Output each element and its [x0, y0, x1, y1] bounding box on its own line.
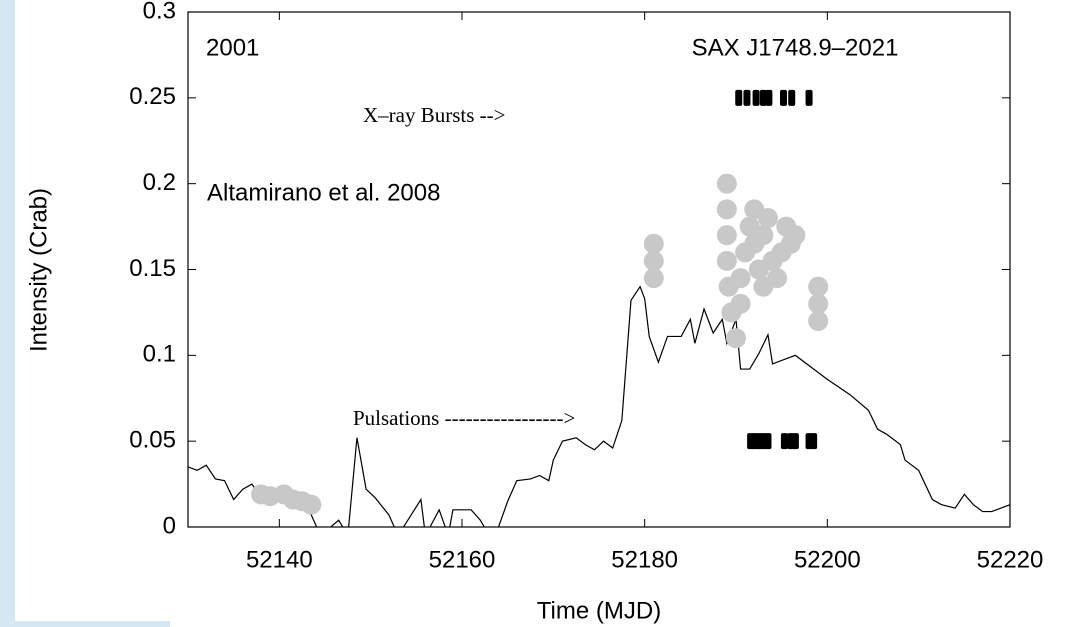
- point: [643, 250, 664, 271]
- event-marker: [791, 433, 799, 450]
- plot-frame: [187, 11, 1011, 528]
- point: [301, 494, 322, 515]
- event-marker: [759, 89, 767, 106]
- x-tick-label: 52160: [429, 546, 496, 573]
- annotation: Altamirano et al. 2008: [207, 179, 440, 206]
- x-tick-label: 52220: [977, 546, 1044, 573]
- y-tick-label: 0.15: [129, 255, 176, 282]
- x-axis-label: Time (MJD): [537, 597, 661, 624]
- point: [726, 328, 746, 349]
- event-marker: [735, 89, 743, 106]
- point: [767, 268, 788, 289]
- y-tick-label: 0.05: [129, 427, 176, 454]
- point: [716, 225, 737, 246]
- chart-title: SAX J1748.9–2021: [692, 34, 899, 61]
- event-marker: [765, 89, 773, 106]
- y-tick-label: 0.3: [143, 0, 176, 24]
- event-marker: [764, 433, 772, 450]
- point: [808, 276, 829, 297]
- point: [785, 225, 806, 246]
- x-tick-label: 52140: [246, 546, 313, 573]
- point: [730, 268, 751, 289]
- point: [716, 199, 737, 220]
- event-marker: [779, 89, 787, 106]
- y-tick-label: 0.2: [143, 169, 176, 196]
- event-marker: [788, 89, 796, 106]
- point: [716, 173, 737, 194]
- annotation: 2001: [206, 34, 259, 61]
- point: [730, 293, 751, 314]
- event-marker: [780, 433, 788, 450]
- point: [643, 268, 664, 289]
- annotation: Pulsations ----------------->: [353, 406, 575, 430]
- event-marker: [743, 89, 751, 106]
- annotation: X–ray Bursts -->: [363, 103, 506, 127]
- point: [753, 225, 774, 246]
- event-marker: [805, 89, 813, 106]
- line: [188, 285, 1010, 527]
- y-tick-label: 0.1: [143, 341, 176, 368]
- event-marker: [810, 433, 818, 450]
- point: [716, 250, 737, 271]
- bottom-strip: [0, 621, 170, 627]
- point: [808, 293, 829, 314]
- point: [643, 233, 664, 254]
- point: [808, 311, 829, 331]
- x-tick-label: 52180: [611, 546, 678, 573]
- y-tick-label: 0: [163, 512, 176, 539]
- side-strip: [0, 0, 15, 627]
- point: [757, 208, 778, 228]
- event-marker: [752, 89, 760, 106]
- y-axis-label: Intensity (Crab): [25, 188, 52, 352]
- y-tick-label: 0.25: [129, 83, 176, 110]
- plot-area: [188, 89, 1010, 527]
- x-tick-label: 52200: [794, 546, 861, 573]
